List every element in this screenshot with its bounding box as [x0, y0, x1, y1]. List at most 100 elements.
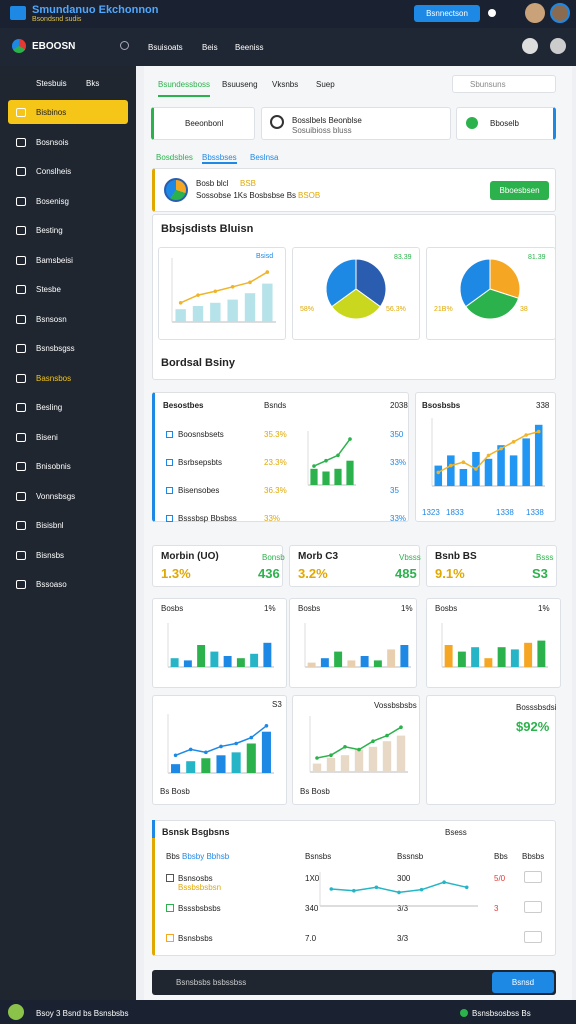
chart — [307, 431, 356, 486]
shape — [466, 117, 478, 129]
bar — [444, 645, 453, 667]
sidebar-item[interactable]: Vonnsbsgs — [36, 491, 76, 501]
checkbox — [166, 515, 173, 522]
text: 1X0 — [305, 874, 320, 883]
label[interactable]: Bsundessboss — [158, 80, 211, 97]
label[interactable]: Beslnsa — [250, 153, 279, 162]
label: Bs Bosb — [300, 787, 330, 796]
point — [204, 750, 208, 755]
bar — [354, 749, 364, 772]
shape — [12, 39, 26, 53]
text: 1% — [264, 604, 276, 613]
text: Bsssbsp Bbsbss — [178, 514, 237, 523]
icon — [16, 285, 26, 294]
text: Bssbsbsbsn — [178, 883, 222, 892]
label: S3 — [272, 700, 282, 709]
label[interactable]: Bboselb — [490, 119, 519, 128]
send-button[interactable]: Bsnsd — [492, 972, 554, 993]
point — [178, 301, 183, 305]
label: 338 — [536, 401, 550, 410]
point — [230, 285, 235, 289]
sidebar-item[interactable]: Besling — [36, 403, 63, 412]
card — [261, 107, 451, 140]
row-button[interactable] — [524, 871, 542, 883]
sidebar-item[interactable]: Bnisobnis — [36, 462, 71, 471]
text: 340 — [305, 904, 319, 913]
text: Bsss — [536, 553, 554, 562]
shape — [270, 115, 284, 129]
label: Bordsal Bsiny — [161, 357, 235, 369]
sidebar-item[interactable]: Bsnsosn — [36, 314, 67, 324]
label: EBOOSN — [32, 41, 76, 52]
sidebar-item[interactable]: Besting — [36, 226, 63, 235]
label[interactable]: Vksnbs — [272, 80, 299, 89]
label[interactable]: Beis — [202, 43, 218, 52]
bar — [246, 743, 256, 773]
bar — [307, 662, 316, 667]
label: Besostbes — [163, 401, 204, 410]
text: 1.3% — [161, 566, 191, 581]
shape — [8, 1004, 24, 1020]
bar — [509, 455, 518, 486]
sidebar-item[interactable]: Bosnsois — [36, 137, 69, 147]
action-button[interactable]: Bboesbsen — [490, 181, 549, 200]
label: 2038 — [390, 401, 408, 410]
sidebar-item[interactable]: Bssoaso — [36, 580, 67, 589]
label[interactable]: Bbssbses — [202, 153, 237, 164]
icon — [16, 491, 26, 501]
label: Bsnds — [264, 401, 287, 410]
bar — [334, 468, 342, 485]
label: Bsess — [445, 828, 467, 837]
bar — [497, 647, 506, 667]
label[interactable]: Bosdsbles — [156, 153, 193, 162]
sidebar-item[interactable]: Basnsbos — [36, 373, 72, 383]
chart-label: Bsisd — [256, 253, 273, 260]
input-bar[interactable] — [152, 970, 556, 995]
point — [399, 725, 403, 729]
sidebar-item[interactable]: Bamsbeisi — [36, 255, 73, 265]
text: Bosbs — [298, 604, 321, 613]
search-box[interactable] — [452, 75, 556, 93]
text: 3/3 — [397, 904, 409, 913]
bar — [261, 731, 271, 773]
label: Bsosbsbs — [422, 401, 461, 410]
sidebar-item[interactable]: Bosenisg — [36, 196, 69, 206]
sidebar-item[interactable]: Bisisbnl — [36, 521, 64, 530]
label: Bks — [86, 79, 100, 88]
row-button[interactable] — [524, 901, 542, 913]
label[interactable]: Beeniss — [235, 43, 264, 52]
sidebar-item[interactable]: Bisnsbs — [36, 550, 65, 560]
sidebar-item[interactable]: Bsnsbsgss — [36, 344, 75, 353]
bar — [216, 755, 226, 773]
text: 9.1% — [435, 566, 465, 581]
sidebar-item[interactable]: Biseni — [36, 432, 58, 442]
label[interactable]: Suep — [316, 80, 335, 89]
point — [464, 885, 469, 890]
label[interactable]: Bsuuseng — [222, 80, 258, 89]
active-bg — [8, 100, 128, 124]
point — [219, 744, 223, 749]
label: 1338 — [496, 508, 514, 517]
connect-button[interactable]: Bsnnectson — [414, 5, 480, 22]
bar — [175, 309, 186, 322]
sidebar-item[interactable]: Stesbe — [36, 285, 61, 294]
label[interactable]: Bsuisoats — [148, 43, 183, 52]
point — [385, 733, 389, 738]
point — [173, 753, 178, 758]
row-button[interactable] — [524, 931, 542, 943]
bar — [227, 299, 238, 322]
point — [536, 429, 541, 434]
checkbox — [166, 459, 173, 466]
label: 1833 — [446, 508, 464, 517]
text: Bbs — [494, 852, 508, 861]
label: Bsnsk Bsgbsns — [162, 827, 230, 837]
chart — [319, 872, 478, 907]
label: Bosssbsdsi — [516, 703, 557, 712]
sidebar-item[interactable]: Conslheis — [36, 167, 72, 176]
icon — [16, 196, 26, 206]
text: 35.3% — [264, 430, 287, 439]
sidebar-item[interactable]: Bisbinos — [36, 108, 67, 117]
checkbox — [166, 431, 173, 438]
point — [442, 880, 446, 884]
label[interactable]: Beeonbonl — [185, 119, 224, 128]
